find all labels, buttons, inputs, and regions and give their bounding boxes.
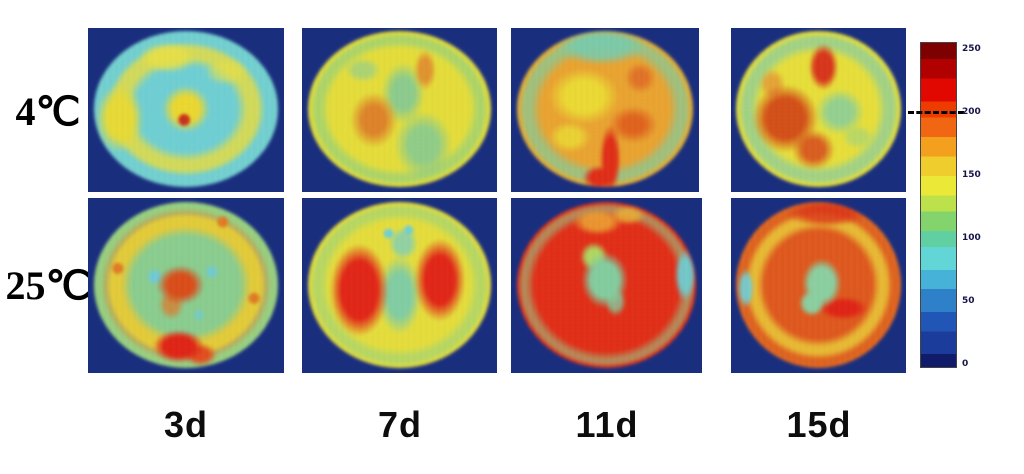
column-label-15d: 15d [786,404,852,445]
colorbar-tick-200: 200 [962,107,981,117]
colorbar-tick-150: 150 [962,170,981,180]
heatmap-panel-25c-7d [302,198,497,373]
sample-disc-4c-15d [736,31,901,188]
colorbar-dashed-marker-200 [908,111,964,114]
heatmap-panel-25c-3d [88,198,284,373]
colorbar-gradient [920,42,957,368]
colorbar-tick-0: 0 [962,359,969,369]
heatmap-panel-4c-15d [731,28,906,192]
sample-disc-4c-11d [516,31,694,188]
sample-disc-4c-3d [93,31,279,188]
row-label-25c: 25℃ [5,263,91,308]
sample-disc-25c-11d [516,201,697,369]
colorbar-tick-100: 100 [962,233,981,243]
heatmap-panel-4c-3d [88,28,284,192]
sample-disc-25c-3d [93,201,279,369]
sample-disc-4c-7d [307,31,492,188]
colorbar-tick-250: 250 [962,44,981,54]
heatmap-panel-4c-11d [511,28,699,192]
sample-disc-25c-15d [736,201,901,369]
heatmap-panel-25c-15d [731,198,906,373]
heatmap-panel-25c-11d [511,198,702,373]
colorbar-tick-50: 50 [962,296,975,306]
column-label-3d: 3d [163,404,208,445]
column-label-7d: 7d [377,404,422,445]
row-label-4c: 4℃ [15,89,81,134]
sample-disc-25c-7d [307,201,492,369]
column-label-11d: 11d [575,404,639,445]
heatmap-panel-4c-7d [302,28,497,192]
colorbar: 250 200 150 100 50 0 [908,42,1024,387]
